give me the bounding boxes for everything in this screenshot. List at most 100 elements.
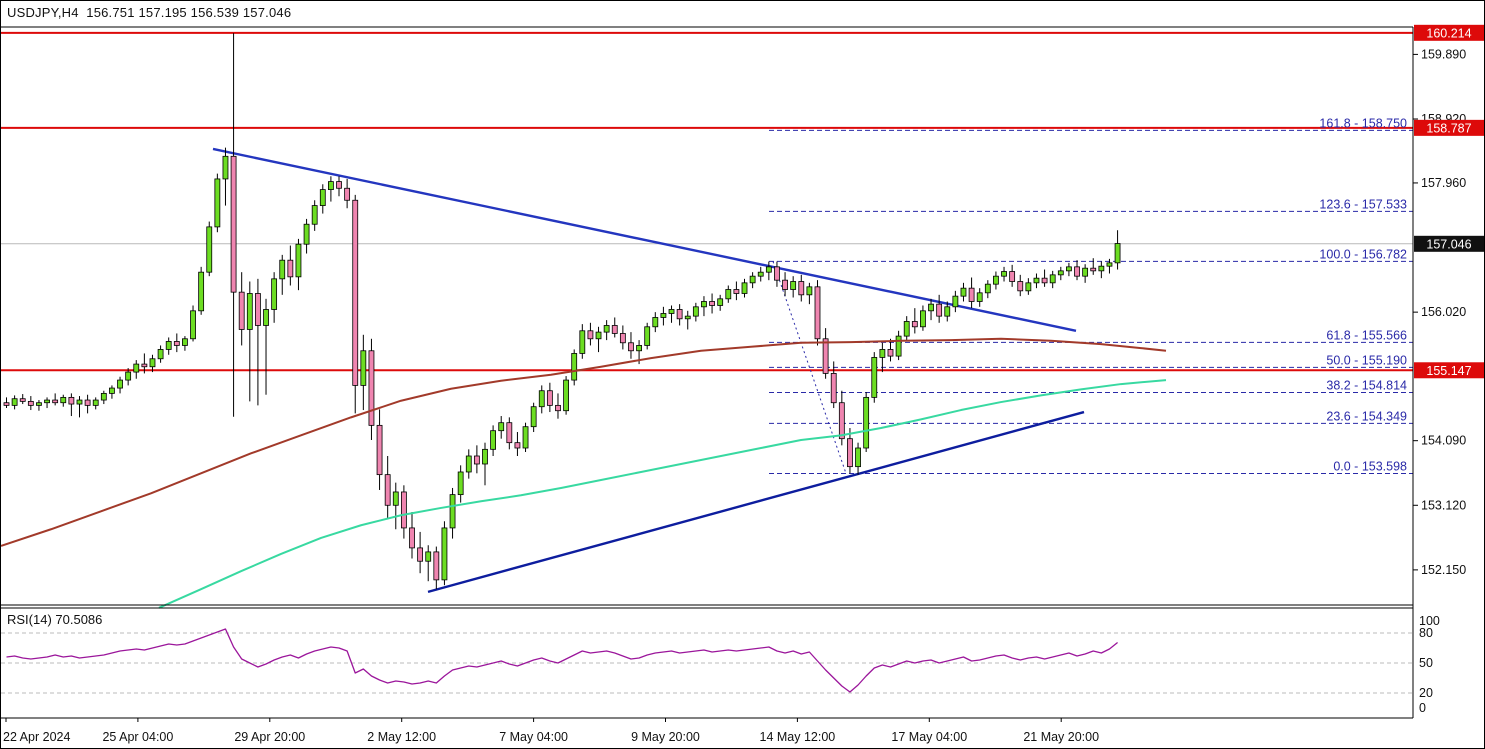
- candle-bearish: [847, 438, 853, 468]
- candle-bearish: [555, 404, 561, 412]
- candle-bullish: [855, 447, 861, 468]
- candle-bearish: [733, 289, 740, 294]
- time-axis-label: 25 Apr 04:00: [102, 730, 173, 744]
- candle-bullish: [749, 275, 756, 284]
- candle-bearish: [344, 187, 351, 201]
- chart-title: USDJPY,H4 156.751 157.195 156.539 157.04…: [7, 5, 292, 20]
- candle-bullish: [660, 313, 667, 318]
- candle-bullish: [976, 292, 983, 302]
- time-axis-label: 21 May 20:00: [1023, 730, 1099, 744]
- candle-bullish: [327, 181, 334, 190]
- price-badge: [1414, 24, 1484, 41]
- candle-bullish: [498, 422, 505, 432]
- candle-bullish: [125, 371, 132, 381]
- candle-bullish: [522, 426, 529, 449]
- candle-bullish: [441, 527, 448, 581]
- fib-level-label: 38.2 - 154.814: [1326, 378, 1407, 392]
- time-axis-label: 2 May 12:00: [367, 730, 436, 744]
- fib-level-label: 61.8 - 155.566: [1326, 328, 1407, 342]
- candle-bullish: [295, 243, 302, 278]
- rsi-line: [6, 628, 1118, 693]
- candle-bearish: [514, 442, 521, 449]
- candle-bullish: [246, 293, 253, 330]
- candle-bearish: [27, 400, 34, 406]
- candle-bullish: [482, 448, 488, 465]
- candle-bearish: [628, 342, 634, 352]
- candle-bullish: [190, 310, 196, 340]
- candle-bullish: [1057, 270, 1064, 276]
- candle-bullish: [871, 357, 878, 398]
- price-badge-label: 160.214: [1426, 26, 1471, 40]
- candle-bullish: [303, 223, 310, 245]
- candle-bearish: [400, 491, 407, 529]
- fib-level-label: 23.6 - 154.349: [1326, 409, 1407, 423]
- candle-bearish: [336, 181, 342, 189]
- candle-bullish: [603, 325, 610, 333]
- candle-bullish: [1066, 266, 1072, 272]
- candle-bullish: [279, 259, 286, 280]
- fib-level-label: 50.0 - 155.190: [1326, 353, 1407, 367]
- candle-bullish: [76, 399, 83, 405]
- candle-bearish: [887, 349, 894, 357]
- candle-bullish: [692, 306, 699, 317]
- candle-bullish: [952, 295, 959, 308]
- candle-bullish: [765, 266, 772, 273]
- candle-bullish: [214, 178, 221, 228]
- candle-bearish: [830, 373, 837, 404]
- candle-bearish: [1090, 267, 1097, 272]
- candle-bullish: [993, 275, 999, 285]
- candle-bullish: [1033, 277, 1040, 284]
- price-badge-label: 155.147: [1426, 364, 1471, 378]
- candle-bullish: [465, 455, 472, 473]
- candle-bullish: [206, 226, 213, 273]
- candle-bullish: [636, 345, 642, 352]
- time-axis-label: 9 May 20:00: [631, 730, 700, 744]
- price-badge: [1414, 235, 1484, 252]
- candle-bullish: [717, 298, 724, 306]
- candle-bullish: [1082, 267, 1089, 277]
- candle-bullish: [60, 396, 67, 404]
- candle-bearish: [173, 341, 180, 346]
- candle-bullish: [903, 321, 910, 337]
- candle-bullish: [863, 396, 870, 449]
- rsi-axis-label: 100: [1419, 614, 1440, 628]
- ascending-support-trendline: [427, 410, 1085, 594]
- time-axis-label: 14 May 12:00: [760, 730, 836, 744]
- candle-bullish: [44, 399, 50, 404]
- candle-bullish: [182, 338, 188, 346]
- candle-bullish: [1001, 271, 1007, 277]
- candle-bearish: [709, 301, 715, 306]
- candle-bearish: [230, 155, 237, 293]
- candle-bearish: [384, 474, 391, 506]
- candle-bullish: [928, 303, 934, 312]
- candle-bearish: [619, 333, 626, 344]
- candle-bearish: [433, 551, 440, 581]
- candle-bullish: [198, 271, 205, 312]
- candle-bullish: [1049, 274, 1056, 284]
- fib-level-label: 100.0 - 156.782: [1319, 247, 1407, 261]
- candle-bearish: [546, 390, 553, 406]
- candle-bearish: [19, 398, 26, 402]
- candle-bearish: [611, 325, 618, 334]
- price-badge-label: 158.787: [1426, 121, 1471, 135]
- candle-bullish: [457, 471, 464, 496]
- candle-bullish: [1114, 243, 1121, 264]
- candle-bullish: [1025, 282, 1032, 292]
- candle-bearish: [84, 399, 91, 406]
- ma-slow-brown: [1, 337, 1167, 547]
- candle-bullish: [595, 331, 602, 340]
- candle-bearish: [838, 402, 845, 440]
- price-axis-label: 152.150: [1421, 563, 1466, 577]
- fib-level-label: 0.0 - 153.598: [1333, 459, 1407, 473]
- candle-bullish: [701, 301, 707, 308]
- rsi-axis-label: 0: [1419, 701, 1426, 715]
- candle-bullish: [263, 309, 269, 326]
- ma-fast-teal: [158, 379, 1167, 609]
- candle-bullish: [741, 282, 748, 294]
- candle-bearish: [1009, 271, 1016, 282]
- price-badge: [1414, 362, 1484, 379]
- candle-bullish: [725, 289, 732, 300]
- price-axis-label: 157.960: [1421, 176, 1466, 190]
